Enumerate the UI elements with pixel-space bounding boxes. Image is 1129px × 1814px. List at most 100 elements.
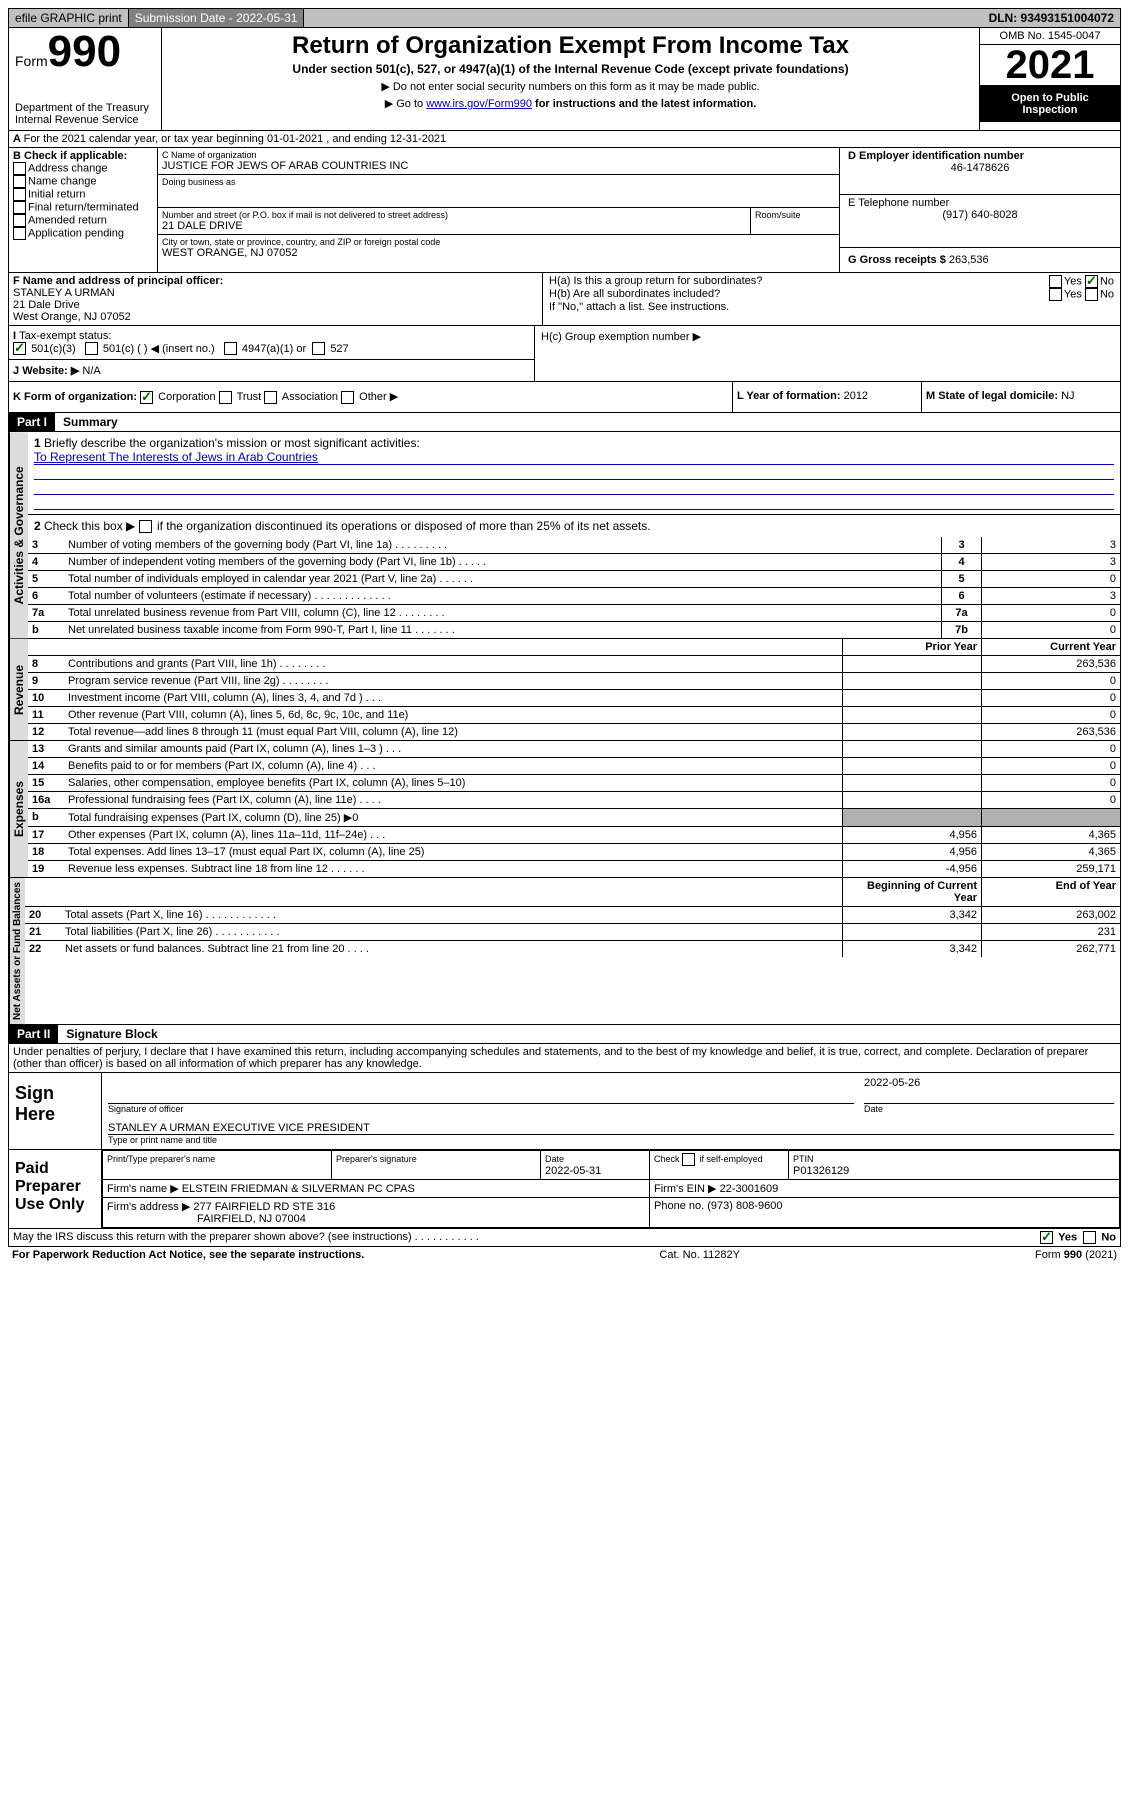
row-klm: K Form of organization: Corporation Trus…: [8, 382, 1121, 413]
lbl-501c3: 501(c)(3): [31, 343, 76, 355]
form-header-center: Return of Organization Exempt From Incom…: [162, 28, 979, 130]
dept-label: Department of the Treasury: [15, 102, 155, 114]
addr-value: 21 DALE DRIVE: [162, 220, 746, 232]
discuss-yes: Yes: [1058, 1232, 1077, 1244]
cb-self-employed[interactable]: [682, 1153, 695, 1166]
cb-discontinued[interactable]: [139, 520, 152, 533]
cb-address-change[interactable]: [13, 162, 26, 175]
website-label: Website: ▶: [22, 365, 79, 377]
box-h: H(a) Is this a group return for subordin…: [543, 273, 1120, 325]
firm-name: ELSTEIN FRIEDMAN & SILVERMAN PC CPAS: [182, 1183, 415, 1195]
l1-label: Briefly describe the organization's miss…: [44, 436, 420, 450]
cb-discuss-no[interactable]: [1083, 1231, 1096, 1244]
table-row: 7aTotal unrelated business revenue from …: [28, 605, 1120, 622]
form-subtitle-1: Under section 501(c), 527, or 4947(a)(1)…: [168, 62, 973, 76]
box-b-title: B Check if applicable:: [13, 150, 153, 162]
city-label: City or town, state or province, country…: [162, 237, 835, 247]
part1-header: Part I Summary: [8, 413, 1121, 432]
efile-label[interactable]: efile GRAPHIC print: [9, 9, 129, 27]
table-row: 15Salaries, other compensation, employee…: [28, 775, 1120, 792]
cb-corp[interactable]: [140, 391, 153, 404]
form990-link[interactable]: www.irs.gov/Form990: [426, 98, 532, 110]
top-bar: efile GRAPHIC print Submission Date - 20…: [8, 8, 1121, 28]
col-current-year: Current Year: [981, 639, 1120, 655]
table-row: 13Grants and similar amounts paid (Part …: [28, 741, 1120, 758]
state-domicile-value: NJ: [1061, 390, 1074, 402]
cb-4947[interactable]: [224, 342, 237, 355]
footer-right: Form 990 (2021): [1035, 1249, 1117, 1261]
officer-addr2: West Orange, NJ 07052: [13, 311, 538, 323]
discuss-label: May the IRS discuss this return with the…: [13, 1231, 479, 1243]
part2-label: Part II: [9, 1025, 58, 1043]
cb-assoc[interactable]: [264, 391, 277, 404]
sign-here-section: Sign Here Signature of officer 2022-05-2…: [8, 1073, 1121, 1150]
row-ij: I Tax-exempt status: 501(c)(3) 501(c) ( …: [8, 326, 1121, 383]
cb-amended-return[interactable]: [13, 214, 26, 227]
prep-sig-label: Preparer's signature: [336, 1154, 417, 1164]
lbl-yes2: Yes: [1064, 288, 1082, 300]
table-row: 20Total assets (Part X, line 16) . . . .…: [25, 907, 1120, 924]
lbl-amended-return: Amended return: [28, 214, 107, 226]
firm-addr1: 277 FAIRFIELD RD STE 316: [193, 1201, 335, 1213]
cb-discuss-yes[interactable]: [1040, 1231, 1053, 1244]
col-begin-year: Beginning of Current Year: [842, 878, 981, 906]
cb-ha-yes[interactable]: [1049, 275, 1062, 288]
cb-501c3[interactable]: [13, 342, 26, 355]
cb-initial-return[interactable]: [13, 188, 26, 201]
cb-other[interactable]: [341, 391, 354, 404]
col-prior-year: Prior Year: [842, 639, 981, 655]
cb-hb-yes[interactable]: [1049, 288, 1062, 301]
cb-final-return[interactable]: [13, 201, 26, 214]
officer-name: STANLEY A URMAN: [13, 287, 538, 299]
sig-date: 2022-05-26: [864, 1077, 1114, 1089]
submission-date-value: 2022-05-31: [236, 11, 297, 25]
discuss-row: May the IRS discuss this return with the…: [8, 1229, 1121, 1247]
lbl-initial-return: Initial return: [28, 188, 85, 200]
side-expenses: Expenses: [9, 741, 28, 877]
hb-label: H(b) Are all subordinates included?: [549, 288, 720, 301]
cb-527[interactable]: [312, 342, 325, 355]
submission-date-btn[interactable]: Submission Date - 2022-05-31: [129, 9, 305, 27]
table-row: 19Revenue less expenses. Subtract line 1…: [28, 861, 1120, 877]
firm-ein: 22-3001609: [720, 1183, 779, 1195]
cb-name-change[interactable]: [13, 175, 26, 188]
part2-header: Part II Signature Block: [8, 1025, 1121, 1044]
table-row: 8Contributions and grants (Part VIII, li…: [28, 656, 1120, 673]
footer-mid: Cat. No. 11282Y: [659, 1249, 740, 1261]
room-label: Room/suite: [755, 210, 835, 220]
l1-value: To Represent The Interests of Jews in Ar…: [34, 450, 1114, 465]
side-activities: Activities & Governance: [9, 432, 28, 638]
side-netassets: Net Assets or Fund Balances: [9, 878, 25, 1024]
addr-label: Number and street (or P.O. box if mail i…: [162, 210, 746, 220]
year-formation-label: L Year of formation:: [737, 390, 841, 402]
cb-ha-no[interactable]: [1085, 275, 1098, 288]
gross-label: G Gross receipts $: [848, 254, 946, 266]
ein-value: 46-1478626: [848, 162, 1112, 174]
dba-label: Doing business as: [162, 177, 835, 187]
col-end-year: End of Year: [981, 878, 1120, 906]
part2-title: Signature Block: [58, 1025, 165, 1043]
cb-501c[interactable]: [85, 342, 98, 355]
open-inspection: Open to Public Inspection: [980, 86, 1120, 122]
tax-year: 2021: [980, 45, 1120, 86]
table-row: 17Other expenses (Part IX, column (A), l…: [28, 827, 1120, 844]
box-ij: I Tax-exempt status: 501(c)(3) 501(c) ( …: [9, 326, 535, 382]
lbl-assoc: Association: [282, 391, 338, 403]
table-row: 4Number of independent voting members of…: [28, 554, 1120, 571]
form-number: 990: [48, 27, 121, 76]
lbl-address-change: Address change: [28, 162, 108, 174]
ptin-label: PTIN: [793, 1154, 814, 1164]
self-emp-label: if self-employed: [700, 1154, 763, 1164]
section-expenses: Expenses 13Grants and similar amounts pa…: [8, 741, 1121, 878]
cb-hb-no[interactable]: [1085, 288, 1098, 301]
form-subtitle-3: ▶ Go to www.irs.gov/Form990 for instruct…: [168, 97, 973, 110]
lbl-application-pending: Application pending: [28, 227, 124, 239]
cb-application-pending[interactable]: [13, 227, 26, 240]
lbl-527: 527: [330, 343, 348, 355]
year-formation-value: 2012: [844, 390, 868, 402]
goto-post: for instructions and the latest informat…: [532, 98, 756, 110]
cb-trust[interactable]: [219, 391, 232, 404]
ha-label: H(a) Is this a group return for subordin…: [549, 275, 762, 288]
officer-label: F Name and address of principal officer:: [13, 275, 538, 287]
firm-ein-label: Firm's EIN ▶: [654, 1183, 717, 1195]
